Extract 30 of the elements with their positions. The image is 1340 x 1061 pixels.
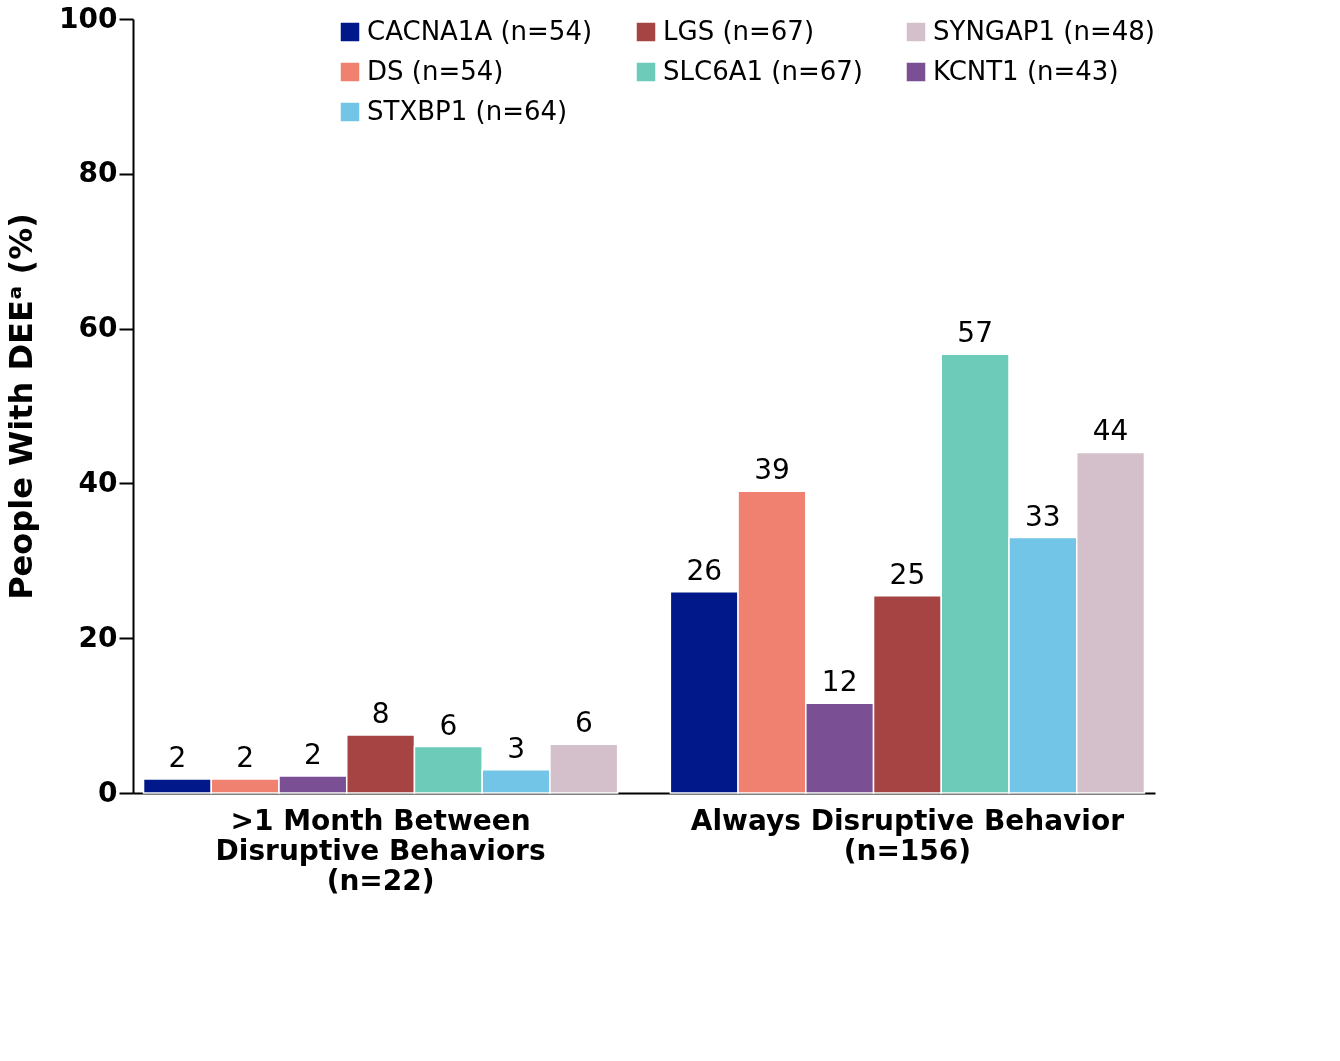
data-label: 33 — [1025, 499, 1061, 533]
data-label: 39 — [754, 453, 790, 487]
y-tick-label: 40 — [78, 465, 118, 499]
data-label: 8 — [371, 696, 390, 730]
legend-label: SLC6A1 (n=67) — [663, 56, 863, 86]
data-label: 57 — [957, 316, 993, 350]
y-axis-title: People With DEEᵃ (%) — [2, 213, 41, 600]
legend-label: CACNA1A (n=54) — [367, 16, 593, 46]
y-tick-label: 100 — [59, 1, 118, 35]
x-tick-label: Always Disruptive Behavior (n=156) — [690, 803, 1125, 867]
data-label: 2 — [236, 741, 255, 775]
y-tick-label: 80 — [78, 156, 118, 190]
y-tick-label: 0 — [98, 775, 118, 809]
data-label: 2 — [303, 737, 322, 771]
legend-label: SYNGAP1 (n=48) — [933, 16, 1155, 46]
data-label: 44 — [1092, 414, 1129, 448]
data-label: 6 — [439, 708, 458, 742]
data-label: 26 — [686, 553, 723, 587]
data-label: 3 — [507, 731, 525, 765]
legend-label: KCNT1 (n=43) — [933, 56, 1119, 86]
legend-label: LGS (n=67) — [663, 16, 815, 46]
x-tick-label: >1 Month Between Disruptive Behaviors (n=22) — [215, 803, 546, 897]
legend-label: STXBP1 (n=64) — [367, 96, 568, 126]
data-label: 2 — [168, 741, 187, 775]
data-label: 12 — [821, 665, 858, 699]
legend-label: DS (n=54) — [367, 56, 504, 86]
y-tick-label: 20 — [78, 620, 118, 654]
data-label: 6 — [574, 706, 593, 740]
data-label: 25 — [889, 557, 926, 591]
y-tick-label: 60 — [78, 311, 118, 345]
